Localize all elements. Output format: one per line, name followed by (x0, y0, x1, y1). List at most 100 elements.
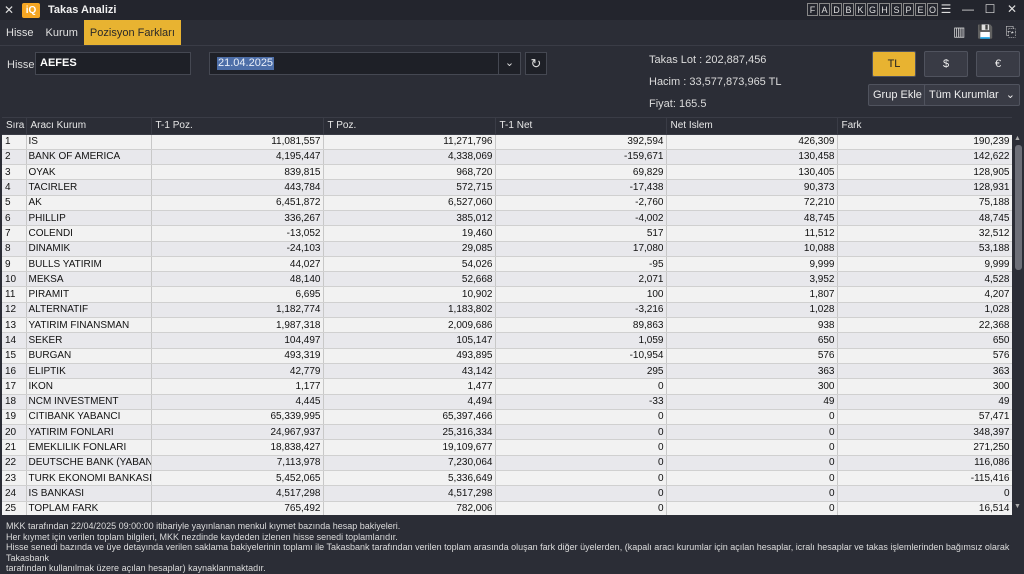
table-cell: 0 (666, 470, 838, 487)
maximize-icon[interactable]: ☐ (984, 2, 996, 16)
group-add-button[interactable]: Grup Ekle (868, 84, 927, 106)
currency-usd-button[interactable]: $ (924, 51, 968, 77)
table-cell: 1,182,774 (151, 302, 324, 319)
table-cell: 0 (495, 501, 667, 515)
table-row[interactable]: 9 BULLS YATIRIM 44,027 54,026 -95 9,999 9,999 (2, 256, 1012, 273)
letter-button-g[interactable]: G (867, 3, 878, 16)
table-row[interactable]: 10 MEKSA 48,140 52,668 2,071 3,952 4,528 (2, 271, 1012, 288)
letter-button-s[interactable]: S (891, 3, 902, 16)
table-cell: 5 (2, 195, 27, 211)
table-row[interactable]: 15 BURGAN 493,319 493,895 -10,954 576 576 (2, 348, 1012, 364)
menu-icon[interactable]: ☰ (940, 2, 952, 16)
letter-button-p[interactable]: P (903, 3, 914, 16)
column-header[interactable]: T-1 Net (495, 118, 667, 135)
table-cell: 2 (2, 149, 27, 166)
column-header[interactable]: T-1 Poz. (151, 118, 324, 135)
letter-button-k[interactable]: K (855, 3, 866, 16)
table-row[interactable]: 24 IS BANKASI 4,517,298 4,517,298 0 0 0 (2, 485, 1012, 502)
letter-button-b[interactable]: B (843, 3, 854, 16)
menu-bar: Hisse Kurum Pozisyon Farkları (0, 20, 1024, 46)
table-cell: 69,829 (495, 164, 667, 181)
date-value[interactable]: 21.04.2025 (217, 57, 275, 70)
table-cell: 12 (2, 302, 27, 319)
letter-button-o[interactable]: O (927, 3, 938, 16)
table-cell: 65,397,466 (323, 409, 496, 426)
table-row[interactable]: 3 OYAK 839,815 968,720 69,829 130,405 128,905 (2, 164, 1012, 181)
table-row[interactable]: 25 TOPLAM FARK 765,492 782,006 0 0 16,514 (2, 501, 1012, 515)
currency-tl-button[interactable]: TL (872, 51, 916, 77)
takas-lot: Takas Lot : 202,887,456 (649, 54, 767, 66)
minimize-icon[interactable]: — (962, 2, 974, 16)
letter-button-h[interactable]: H (879, 3, 890, 16)
positions-table: Sıra Aracı Kurum T-1 Poz. T Poz. T-1 Net Net … (2, 117, 1012, 515)
table-cell: 572,715 (323, 179, 496, 196)
letter-button-d[interactable]: D (831, 3, 842, 16)
table-row[interactable]: 4 TACIRLER 443,784 572,715 -17,438 90,373 128,… (2, 179, 1012, 196)
table-row[interactable]: 23 TURK EKONOMI BANKASI 5,452,065 5,336,649… (2, 470, 1012, 487)
currency-eur-button[interactable]: € (976, 51, 1020, 77)
chart-icon[interactable]: ▥ (953, 24, 966, 39)
table-cell: DINAMIK (26, 241, 152, 257)
chevron-down-icon[interactable]: ⌄ (1005, 89, 1015, 101)
letter-button-a[interactable]: A (819, 3, 830, 16)
table-cell: 938 (666, 317, 838, 334)
table-row[interactable]: 5 AK 6,451,872 6,527,060 -2,760 72,210 75,188 (2, 195, 1012, 211)
table-cell: 7 (2, 225, 27, 242)
vertical-scrollbar[interactable]: ▲ ▼ (1012, 117, 1024, 515)
all-institutions-label: Tüm Kurumlar (929, 89, 999, 101)
table-row[interactable]: 21 EMEKLILIK FONLARI 18,838,427 19,109,677 0… (2, 439, 1012, 456)
scroll-down-icon[interactable]: ▼ (1014, 503, 1021, 510)
table-cell: 1,028 (666, 302, 838, 319)
table-row[interactable]: 17 IKON 1,177 1,477 0 300 300 (2, 378, 1012, 395)
table-cell: 8 (2, 241, 27, 257)
table-cell: DEUTSCHE BANK (YABANCI) (26, 455, 152, 472)
table-cell: IKON (26, 378, 152, 395)
table-row[interactable]: 6 PHILLIP 336,267 385,012 -4,002 48,745 48,745 (2, 210, 1012, 227)
tab-pozisyon-farklari[interactable]: Pozisyon Farkları (83, 20, 181, 45)
table-cell: 43,142 (323, 363, 496, 380)
column-header[interactable]: Net Islem (666, 118, 838, 135)
table-cell: 295 (495, 363, 667, 380)
close-window-icon[interactable]: ✕ (1006, 2, 1018, 16)
table-row[interactable]: 1 IS 11,081,557 11,271,796 392,594 426,309 190… (2, 134, 1012, 150)
export-icon[interactable]: ⎘ (1005, 24, 1016, 39)
table-cell: 576 (837, 348, 1012, 364)
letter-button-e[interactable]: E (915, 3, 926, 16)
tab-hisse[interactable]: Hisse (6, 26, 34, 39)
date-select[interactable]: 21.04.2025 ⌄ (209, 52, 521, 75)
table-cell: 650 (666, 332, 838, 349)
letter-button-f[interactable]: F (807, 3, 818, 16)
column-header[interactable]: Sıra (2, 118, 27, 135)
table-row[interactable]: 8 DINAMIK -24,103 29,085 17,080 10,088 53,188 (2, 241, 1012, 257)
table-row[interactable]: 20 YATIRIM FONLARI 24,967,937 25,316,334 0 0 3… (2, 424, 1012, 441)
column-header[interactable]: T Poz. (323, 118, 496, 135)
table-cell: 52,668 (323, 271, 496, 288)
close-icon[interactable]: ✕ (4, 3, 15, 17)
save-icon[interactable]: 💾 (977, 24, 994, 39)
table-row[interactable]: 18 NCM INVESTMENT 4,445 4,494 -33 49 49 (2, 394, 1012, 410)
table-row[interactable]: 12 ALTERNATIF 1,182,774 1,183,802 -3,216 1,02… (2, 302, 1012, 319)
hisse-input[interactable]: AEFES (35, 52, 191, 75)
tab-kurum[interactable]: Kurum (45, 26, 78, 39)
table-row[interactable]: 2 BANK OF AMERICA 4,195,447 4,338,069 -159,6… (2, 149, 1012, 166)
table-row[interactable]: 14 SEKER 104,497 105,147 1,059 650 650 (2, 332, 1012, 349)
column-header[interactable]: Fark (837, 118, 1012, 135)
table-cell: 7,113,978 (151, 455, 324, 472)
refresh-icon[interactable]: ↻ (525, 52, 547, 75)
table-cell: 29,085 (323, 241, 496, 257)
table-row[interactable]: 13 YATIRIM FINANSMAN 1,987,318 2,009,686 89,… (2, 317, 1012, 334)
table-cell: 2,071 (495, 271, 667, 288)
scrollbar-thumb[interactable] (1015, 145, 1022, 270)
chevron-down-icon[interactable]: ⌄ (498, 53, 520, 74)
all-institutions-select[interactable]: Tüm Kurumlar ⌄ (924, 84, 1020, 106)
table-row[interactable]: 19 CITIBANK YABANCI 65,339,995 65,397,466 0 0… (2, 409, 1012, 426)
column-header[interactable]: Aracı Kurum (26, 118, 152, 135)
scroll-up-icon[interactable]: ▲ (1014, 135, 1021, 142)
table-row[interactable]: 11 PIRAMIT 6,695 10,902 100 1,807 4,207 (2, 286, 1012, 303)
table-cell: 22 (2, 455, 27, 472)
table-row[interactable]: 16 ELIPTIK 42,779 43,142 295 363 363 (2, 363, 1012, 380)
table-row[interactable]: 7 COLENDI -13,052 19,460 517 11,512 32,512 (2, 225, 1012, 242)
table-cell: 128,905 (837, 164, 1012, 181)
toolbar-icons: ▥ 💾 ⎘ (953, 24, 1016, 40)
